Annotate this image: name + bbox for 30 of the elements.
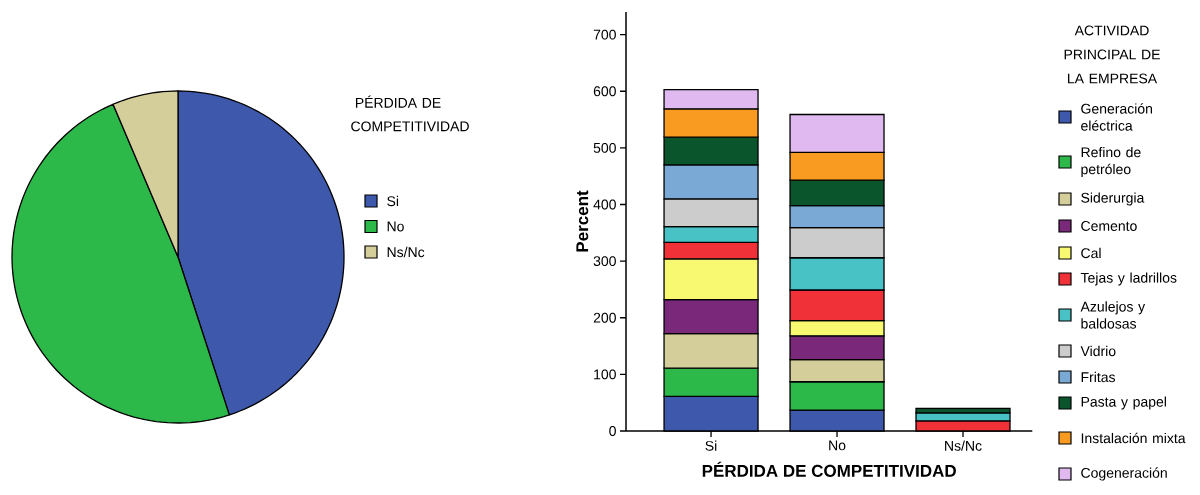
legend-label: Cogeneración <box>1081 467 1167 481</box>
legend-label: Cemento <box>1081 221 1137 231</box>
y-tick-label: 400 <box>593 199 616 210</box>
y-tick-label: 200 <box>593 312 616 323</box>
y-tick-label: 600 <box>593 86 616 97</box>
legend-label: Vidrio <box>1080 345 1116 357</box>
y-tick-label: 700 <box>593 29 616 40</box>
legend-label: Azulejos y baldosas <box>1080 301 1146 329</box>
legend-title: PÉRDIDA DE COMPETITIVIDAD <box>351 95 469 132</box>
legend-label: Refino de petróleo <box>1081 146 1141 178</box>
legend-label: No <box>387 221 404 232</box>
legend-label: Cal <box>1081 247 1101 259</box>
x-tick-label: Si <box>705 440 717 451</box>
legend-label: Generación eléctrica <box>1081 103 1152 131</box>
x-tick-label: No <box>829 440 846 451</box>
legend-label: Tejas y ladrillos <box>1080 272 1177 286</box>
y-tick-label: 100 <box>594 369 616 380</box>
legend-label: Siderurgia <box>1081 192 1145 206</box>
legend-label: Pasta y papel <box>1081 396 1166 410</box>
y-tick-label: 0 <box>609 426 616 436</box>
legend-label: Fritas <box>1081 371 1116 383</box>
legend-label: Si <box>387 195 399 207</box>
y-axis-title: Percent <box>576 190 589 252</box>
x-tick-label: Ns/Nc <box>945 440 982 451</box>
y-tick-label: 300 <box>593 256 616 267</box>
y-tick-label: 500 <box>593 142 616 153</box>
legend-label: Ns/Nc <box>387 246 425 258</box>
x-axis-title: PÉRDIDA DE COMPETITIVIDAD <box>702 461 956 477</box>
legend-title: ACTIVIDAD PRINCIPAL DE LA EMPRESA <box>1064 25 1160 84</box>
legend-label: Instalación mixta <box>1081 432 1186 444</box>
